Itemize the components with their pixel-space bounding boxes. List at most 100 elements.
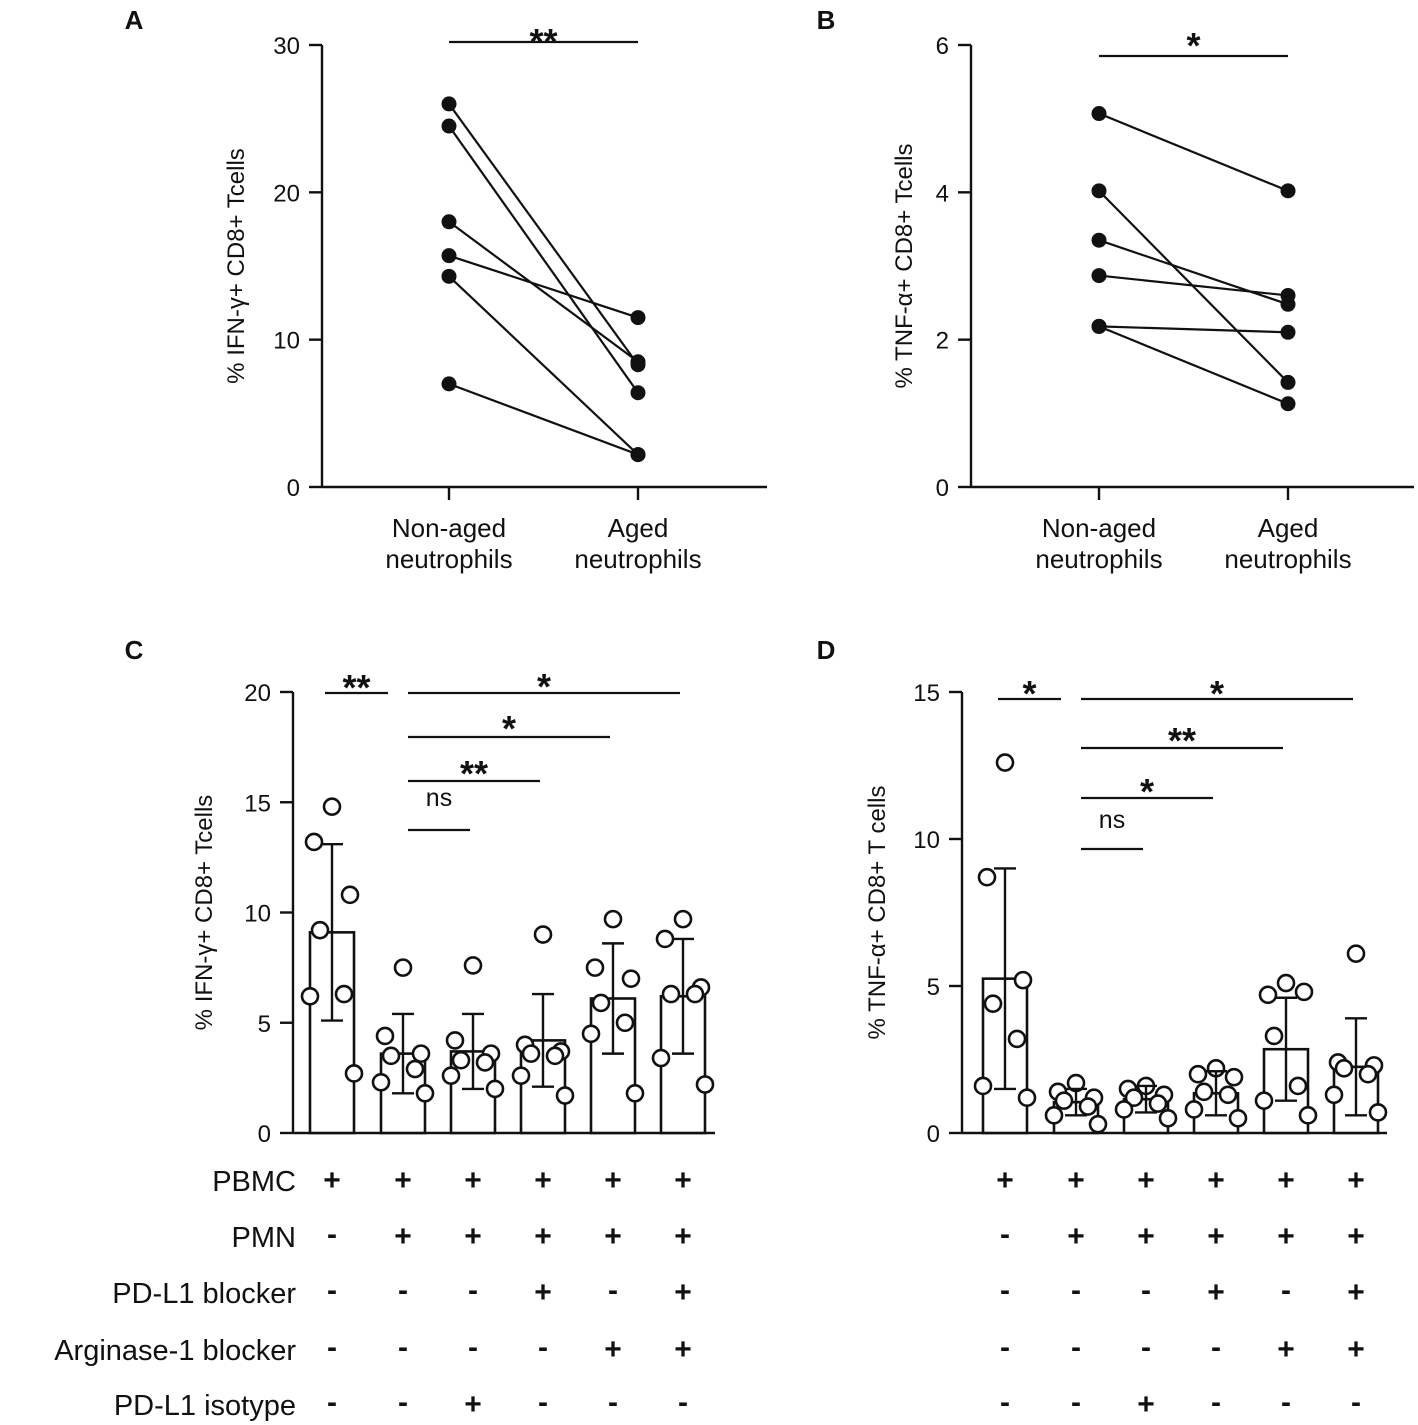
condition-sign: - [1281, 1274, 1291, 1307]
y-tick-label: 0 [287, 475, 300, 502]
condition-sign: - [538, 1386, 548, 1419]
condition-sign: + [534, 1220, 552, 1253]
condition-sign: + [534, 1164, 552, 1197]
condition-sign: - [398, 1331, 408, 1364]
x-category-label: neutrophils [1035, 544, 1162, 574]
x-category-label: neutrophils [385, 544, 512, 574]
data-point [475, 1053, 495, 1072]
condition-sign: + [674, 1333, 692, 1366]
condition-sign: - [327, 1386, 337, 1419]
data-point [1258, 985, 1278, 1005]
data-point [1088, 1114, 1108, 1134]
data-point [1017, 1088, 1037, 1108]
y-tick-label: 10 [244, 901, 271, 928]
data-point [585, 958, 605, 977]
data-point [545, 1046, 565, 1066]
significance-label: ** [460, 753, 488, 794]
condition-sign: - [1000, 1331, 1010, 1364]
condition-sign: - [1351, 1386, 1361, 1419]
condition-sign: - [608, 1386, 618, 1419]
condition-row-label: PD-L1 blocker [112, 1278, 296, 1310]
data-point [673, 909, 693, 929]
panel-label-A: A [125, 5, 144, 35]
y-tick-label: 6 [936, 33, 949, 60]
data-point [1091, 183, 1107, 199]
data-point [615, 1013, 635, 1033]
data-point [1158, 1109, 1178, 1128]
significance-label: * [1140, 771, 1154, 812]
data-point [1298, 1106, 1318, 1125]
condition-sign: + [1347, 1164, 1365, 1197]
data-point [441, 214, 457, 230]
data-point [1358, 1064, 1378, 1084]
y-axis-label: % TNF-α+ CD8+ Tcells [891, 143, 918, 388]
data-point [521, 1044, 541, 1063]
data-point [1218, 1085, 1238, 1105]
data-point [485, 1079, 505, 1099]
data-point [1334, 1059, 1354, 1078]
condition-sign: - [327, 1274, 337, 1307]
y-tick-label: 15 [913, 680, 940, 707]
significance-label: ** [529, 21, 557, 62]
data-point [1264, 1026, 1284, 1046]
significance-label: * [1022, 673, 1036, 714]
condition-sign: + [1137, 1164, 1155, 1197]
data-point [1224, 1067, 1244, 1087]
data-point [1091, 318, 1107, 334]
data-point [441, 376, 457, 392]
data-point [685, 984, 705, 1004]
x-category-label: Aged [1258, 513, 1319, 543]
panel-label-C: C [125, 635, 144, 665]
data-point [621, 969, 641, 988]
significance-label: ns [426, 784, 452, 812]
data-point [1091, 232, 1107, 248]
pair-line [448, 382, 639, 456]
condition-sign: + [1207, 1276, 1225, 1309]
data-point [445, 1031, 465, 1050]
condition-sign: + [604, 1333, 622, 1366]
y-tick-label: 4 [936, 180, 949, 207]
condition-sign: + [1277, 1164, 1295, 1197]
data-point [1044, 1106, 1064, 1125]
data-point [511, 1066, 531, 1085]
condition-sign: - [1211, 1331, 1221, 1364]
condition-sign: - [678, 1386, 688, 1419]
data-point [1091, 106, 1107, 122]
condition-sign: - [1000, 1218, 1010, 1251]
data-point [340, 885, 360, 905]
data-point [405, 1059, 425, 1079]
condition-sign: - [327, 1331, 337, 1364]
pair-line [448, 275, 639, 456]
condition-sign: + [464, 1388, 482, 1421]
data-point [661, 984, 681, 1004]
data-point [393, 958, 413, 977]
condition-sign: + [394, 1220, 412, 1253]
data-point [322, 797, 342, 816]
pair-line [448, 254, 639, 319]
data-point [1124, 1088, 1144, 1108]
data-point [411, 1044, 431, 1063]
data-point [1368, 1103, 1388, 1122]
data-point [344, 1064, 364, 1083]
significance-label: ** [1168, 720, 1196, 761]
data-point [1148, 1094, 1168, 1113]
data-point [1184, 1100, 1204, 1119]
condition-sign: - [1071, 1386, 1081, 1419]
data-point [1091, 268, 1107, 284]
data-point [371, 1072, 391, 1092]
pair-line [448, 103, 639, 366]
condition-sign: + [1347, 1220, 1365, 1253]
x-category-label: Aged [608, 513, 669, 543]
condition-sign: - [398, 1274, 408, 1307]
condition-sign: - [468, 1331, 478, 1364]
x-category-label: neutrophils [1224, 544, 1351, 574]
data-point [415, 1084, 435, 1103]
condition-sign: + [394, 1164, 412, 1197]
condition-row-label: PD-L1 isotype [114, 1390, 296, 1422]
condition-row-label: Arginase-1 blocker [54, 1335, 296, 1367]
data-point [630, 354, 646, 370]
data-point [603, 909, 623, 929]
condition-table: PBMC + ++ ++ ++ ++ ++ +PMN - -+ ++ ++ ++ ++ +PD-L1 blo… [54, 1164, 1365, 1422]
condition-sign: - [1211, 1386, 1221, 1419]
